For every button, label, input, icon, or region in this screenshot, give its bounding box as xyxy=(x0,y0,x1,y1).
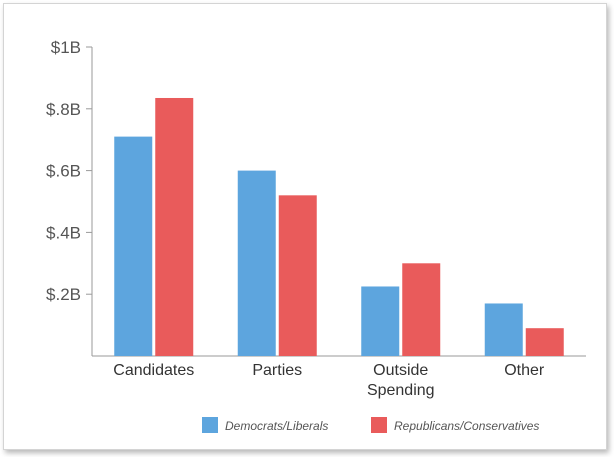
legend-swatch-rep xyxy=(371,417,387,433)
legend-swatch-dem xyxy=(202,417,218,433)
bar-dem xyxy=(361,286,400,356)
y-tick-label: $.2B xyxy=(46,285,81,304)
legend-label-rep: Republicans/Conservatives xyxy=(394,419,539,433)
y-tick-label: $.8B xyxy=(46,100,81,119)
x-tick-label: Outside Spending xyxy=(367,362,435,399)
bar-dem xyxy=(114,136,153,356)
bar-rep xyxy=(402,263,441,356)
y-tick-label: $1B xyxy=(51,38,81,57)
bar-dem xyxy=(237,170,276,356)
y-tick-label: $.4B xyxy=(46,223,81,242)
legend-label-dem: Democrats/Liberals xyxy=(225,419,328,433)
bar-dem xyxy=(484,303,523,356)
x-tick-label: Parties xyxy=(252,362,302,379)
x-tick-label: Other xyxy=(504,362,545,379)
bar-rep xyxy=(278,195,317,356)
bar-rep xyxy=(155,97,194,357)
y-tick-label: $.6B xyxy=(46,162,81,181)
x-tick-label: Candidates xyxy=(113,362,194,379)
bar-rep xyxy=(525,328,564,356)
